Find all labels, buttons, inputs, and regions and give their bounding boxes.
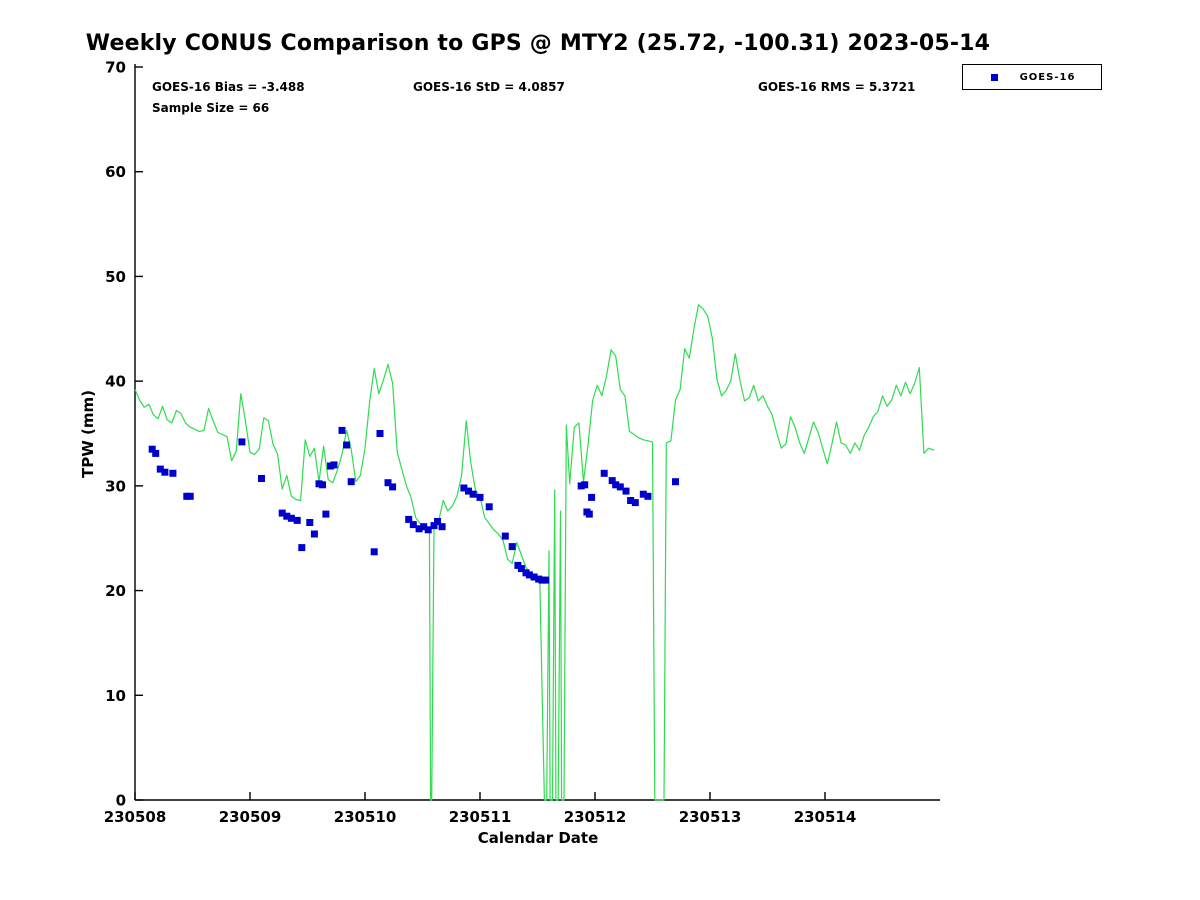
- goes16-marker: [405, 515, 413, 523]
- goes16-marker: [631, 499, 639, 507]
- legend-label: GOES-16: [1019, 71, 1076, 83]
- goes16-marker: [420, 523, 428, 531]
- goes16-marker: [322, 510, 330, 518]
- goes16-marker: [434, 518, 441, 525]
- goes16-marker: [161, 468, 169, 476]
- goes16-marker: [501, 532, 509, 540]
- y-tick-label: 30: [105, 477, 126, 495]
- goes16-marker: [310, 530, 318, 538]
- x-tick-label: 230509: [219, 808, 282, 826]
- goes16-marker: [347, 478, 355, 486]
- y-tick-label: 70: [105, 59, 126, 77]
- goes16-marker: [644, 492, 652, 500]
- goes16-marker: [476, 493, 484, 501]
- goes16-marker: [530, 573, 538, 581]
- goes16-marker: [186, 492, 194, 500]
- y-tick-label: 50: [105, 268, 126, 286]
- sample-size-annotation: Sample Size = 66: [152, 101, 270, 115]
- goes16-marker: [542, 576, 550, 584]
- goes16-marker: [465, 487, 472, 495]
- goes16-marker: [612, 481, 620, 489]
- rms-annotation: GOES-16 RMS = 5.3721: [758, 80, 916, 94]
- gps-tpw-line: [134, 304, 935, 801]
- y-tick-label: 10: [105, 687, 126, 705]
- goes16-marker: [430, 522, 438, 530]
- x-tick-label: 230511: [449, 808, 512, 826]
- x-tick-label: 230508: [104, 808, 167, 826]
- x-tick-label: 230512: [564, 808, 627, 826]
- y-tick-label: 60: [105, 163, 126, 181]
- goes16-marker: [156, 465, 164, 473]
- y-tick-label: 40: [105, 373, 126, 391]
- goes16-marker: [588, 493, 596, 501]
- goes16-marker: [343, 441, 351, 449]
- goes16-marker: [376, 430, 384, 437]
- y-tick-label: 0: [116, 792, 126, 810]
- goes16-marker: [460, 484, 468, 492]
- goes16-marker: [600, 469, 608, 477]
- goes16-marker: [672, 478, 679, 486]
- goes16-marker: [258, 475, 265, 482]
- x-axis-label: Calendar Date: [477, 829, 599, 847]
- x-tick-label: 230514: [794, 808, 857, 826]
- goes16-marker: [338, 426, 346, 434]
- goes16-marker: [330, 461, 338, 469]
- goes16-marker: [608, 477, 616, 485]
- goes16-marker: [238, 438, 246, 446]
- goes16-marker: [525, 571, 533, 579]
- goes16-marker: [293, 516, 301, 524]
- goes16-marker: [639, 490, 647, 498]
- goes16-legend-marker-icon: [991, 73, 998, 81]
- goes16-marker: [616, 483, 624, 491]
- goes16-marker: [517, 565, 525, 573]
- goes16-marker: [581, 481, 589, 489]
- chart-title: Weekly CONUS Comparison to GPS @ MTY2 (2…: [85, 31, 991, 56]
- goes16-marker: [438, 523, 446, 531]
- y-tick-label: 20: [105, 582, 126, 600]
- std-annotation: GOES-16 StD = 4.0857: [413, 80, 565, 94]
- goes16-marker: [384, 479, 392, 487]
- x-tick-label: 230510: [334, 808, 397, 826]
- goes16-marker: [298, 544, 306, 552]
- goes16-marker: [627, 497, 635, 504]
- goes16-marker: [287, 514, 295, 522]
- goes16-marker: [370, 548, 378, 556]
- goes16-marker: [469, 490, 477, 498]
- goes16-marker: [622, 487, 630, 495]
- bias-annotation: GOES-16 Bias = -3.488: [152, 80, 305, 94]
- goes16-marker: [424, 526, 432, 534]
- goes16-marker: [152, 449, 160, 457]
- goes16-marker: [409, 521, 417, 529]
- legend: GOES-16: [962, 64, 1102, 90]
- goes16-marker: [169, 469, 177, 477]
- goes16-marker: [283, 512, 291, 520]
- goes16-marker: [278, 509, 286, 517]
- goes16-marker: [508, 543, 516, 551]
- goes16-marker: [148, 445, 156, 453]
- goes16-marker: [485, 503, 493, 511]
- goes16-marker: [415, 525, 423, 533]
- goes16-marker: [306, 519, 314, 526]
- y-axis-label: TPW (mm): [79, 390, 97, 478]
- x-tick-label: 230513: [679, 808, 742, 826]
- goes16-marker: [585, 510, 593, 518]
- goes16-marker: [319, 481, 326, 489]
- goes16-marker: [389, 483, 397, 491]
